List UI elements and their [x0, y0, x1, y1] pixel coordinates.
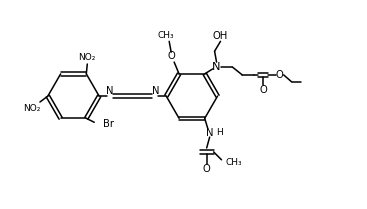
Text: O: O — [167, 51, 175, 61]
Text: O: O — [276, 70, 284, 80]
Text: N: N — [106, 86, 114, 96]
Text: N: N — [206, 128, 213, 138]
Text: O: O — [203, 164, 211, 174]
Text: H: H — [217, 128, 223, 137]
Text: NO₂: NO₂ — [23, 104, 41, 113]
Text: N: N — [152, 86, 159, 96]
Text: OH: OH — [213, 31, 228, 41]
Text: N: N — [212, 62, 221, 72]
Text: O: O — [259, 85, 267, 95]
Text: CH₃: CH₃ — [158, 31, 175, 40]
Text: NO₂: NO₂ — [79, 53, 96, 62]
Text: Br: Br — [103, 119, 114, 129]
Text: CH₃: CH₃ — [225, 158, 242, 167]
